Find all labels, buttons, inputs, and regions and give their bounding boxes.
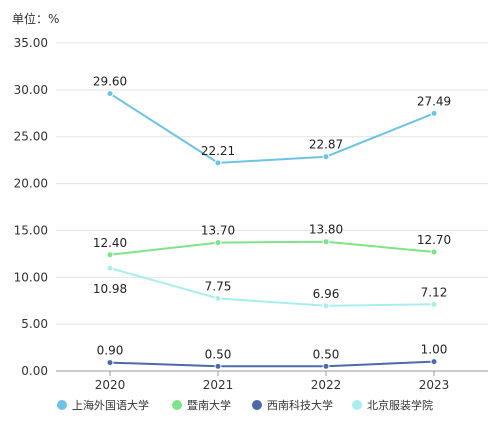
data-label: 0.50 xyxy=(313,347,340,361)
data-label: 22.87 xyxy=(309,138,343,152)
data-point[interactable] xyxy=(430,358,438,366)
data-point[interactable] xyxy=(214,294,222,302)
legend-marker[interactable] xyxy=(57,400,67,410)
data-label: 13.70 xyxy=(201,224,235,238)
series-line xyxy=(109,360,435,368)
unit-label: 单位：% xyxy=(12,11,59,26)
legend-label[interactable]: 西南科技大学 xyxy=(267,398,333,412)
data-label: 7.75 xyxy=(205,279,232,293)
legend-marker[interactable] xyxy=(172,400,182,410)
data-label: 10.98 xyxy=(93,282,127,296)
data-label: 1.00 xyxy=(421,343,448,357)
series-line xyxy=(109,267,435,307)
data-point[interactable] xyxy=(430,300,438,308)
y-tick-label: 20.00 xyxy=(14,177,48,191)
y-tick-label: 15.00 xyxy=(14,223,48,237)
data-label: 0.50 xyxy=(205,347,232,361)
data-label: 12.40 xyxy=(93,236,127,250)
data-label: 27.49 xyxy=(417,94,451,108)
data-point[interactable] xyxy=(214,159,222,167)
data-point[interactable] xyxy=(322,153,330,161)
data-label: 12.70 xyxy=(417,233,451,247)
data-point[interactable] xyxy=(106,264,114,272)
data-label: 0.90 xyxy=(97,344,124,358)
data-label: 6.96 xyxy=(313,287,340,301)
x-tick-label: 2021 xyxy=(203,378,234,392)
data-point[interactable] xyxy=(322,362,330,370)
series-line xyxy=(109,240,435,256)
data-point[interactable] xyxy=(214,362,222,370)
legend-label[interactable]: 暨南大学 xyxy=(187,398,231,412)
series-line xyxy=(109,92,435,164)
y-tick-label: 0.00 xyxy=(21,364,48,378)
y-tick-label: 10.00 xyxy=(14,270,48,284)
data-point[interactable] xyxy=(106,90,114,98)
data-label: 13.80 xyxy=(309,223,343,237)
y-tick-label: 35.00 xyxy=(14,36,48,50)
x-tick-label: 2022 xyxy=(311,378,342,392)
data-point[interactable] xyxy=(322,302,330,310)
data-point[interactable] xyxy=(430,109,438,117)
x-tick-label: 2020 xyxy=(95,378,126,392)
legend-marker[interactable] xyxy=(252,400,262,410)
data-point[interactable] xyxy=(106,359,114,367)
x-tick-label: 2023 xyxy=(419,378,450,392)
y-tick-label: 5.00 xyxy=(21,317,48,331)
y-tick-label: 30.00 xyxy=(14,83,48,97)
data-label: 22.21 xyxy=(201,144,235,158)
data-label: 7.12 xyxy=(421,285,448,299)
y-tick-label: 25.00 xyxy=(14,130,48,144)
data-point[interactable] xyxy=(430,248,438,256)
legend-marker[interactable] xyxy=(352,400,362,410)
legend-label[interactable]: 上海外国语大学 xyxy=(72,398,149,412)
data-label: 29.60 xyxy=(93,75,127,89)
data-point[interactable] xyxy=(322,238,330,246)
legend-label[interactable]: 北京服装学院 xyxy=(367,398,433,412)
data-point[interactable] xyxy=(214,239,222,247)
data-point[interactable] xyxy=(106,251,114,259)
